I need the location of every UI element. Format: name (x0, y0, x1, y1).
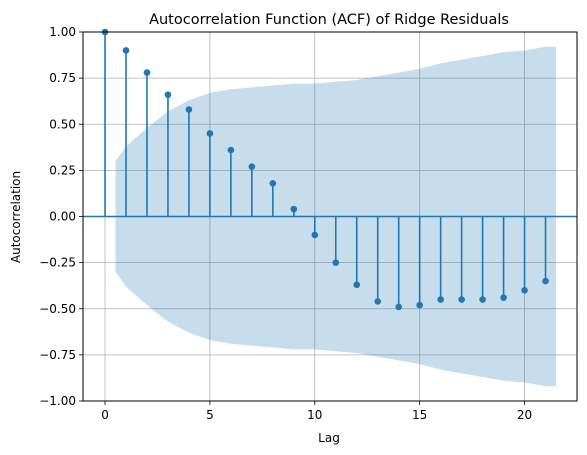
acf-marker (248, 163, 256, 170)
acf-marker (227, 146, 235, 154)
x-tick-label: 0 (101, 408, 109, 422)
stems (104, 32, 547, 307)
acf-marker (311, 231, 319, 239)
x-tick-label: 5 (206, 408, 214, 422)
acf-marker (290, 205, 298, 213)
x-axis-ticks: 0 5 10 15 20 (101, 401, 532, 422)
acf-marker (416, 301, 423, 309)
y-tick-label: −0.25 (39, 256, 76, 270)
acf-marker (458, 296, 465, 303)
acf-marker (374, 298, 382, 305)
x-axis-label: Lag (318, 431, 340, 445)
y-tick-label: 0.50 (49, 117, 76, 131)
acf-marker (479, 296, 486, 303)
y-tick-label: −0.75 (39, 348, 76, 362)
x-tick-label: 20 (517, 408, 532, 422)
acf-marker (206, 130, 214, 137)
acf-marker (143, 69, 151, 76)
y-tick-label: −0.50 (39, 302, 76, 316)
y-tick-label: 0.25 (49, 163, 76, 177)
y-axis-label: Autocorrelation (9, 171, 23, 263)
x-tick-label: 10 (307, 408, 322, 422)
y-tick-label: 0.75 (49, 71, 76, 85)
y-tick-label: −1.00 (39, 394, 76, 408)
y-tick-label: 0.00 (49, 210, 76, 224)
acf-marker (353, 281, 361, 289)
acf-marker (437, 296, 444, 303)
acf-marker (122, 47, 130, 54)
acf-marker (332, 259, 340, 266)
acf-marker (269, 179, 277, 187)
chart-title: Autocorrelation Function (ACF) of Ridge … (149, 12, 509, 28)
acf-marker (164, 91, 172, 99)
acf-marker (521, 287, 528, 294)
acf-marker (395, 303, 402, 311)
y-tick-label: 1.00 (49, 25, 76, 39)
acf-marker (185, 106, 193, 113)
y-axis-ticks: −1.00 −0.75 −0.50 −0.25 0.00 0.25 0.50 0.75 1.00 (39, 25, 83, 408)
x-tick-label: 15 (412, 408, 427, 422)
acf-marker (500, 294, 507, 301)
acf-marker (542, 277, 549, 285)
